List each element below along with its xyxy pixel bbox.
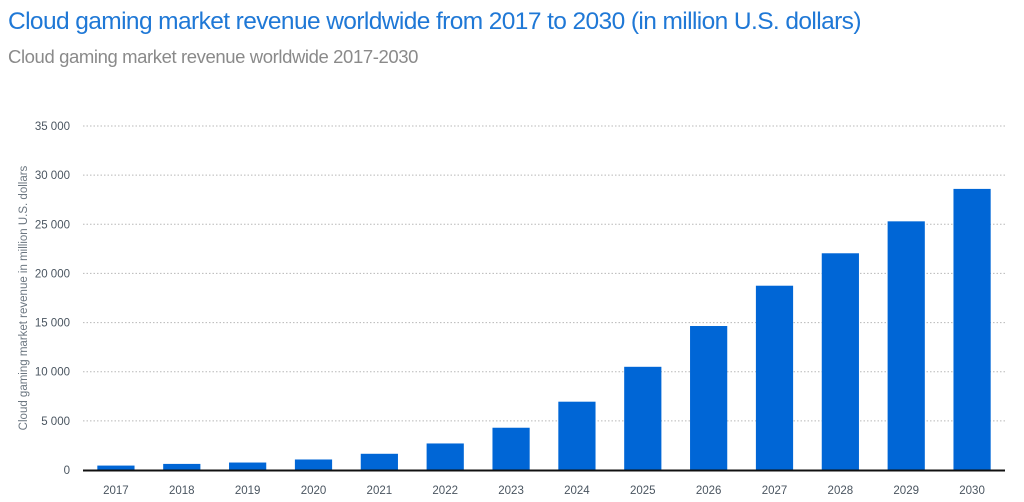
- y-tick-label: 15 000: [35, 318, 70, 330]
- x-tick-label: 2023: [498, 485, 524, 497]
- y-axis-label: Cloud gaming market revenue in million U…: [18, 165, 30, 430]
- bar-2019[interactable]: [229, 462, 267, 470]
- y-tick-label: 20 000: [35, 268, 70, 280]
- x-tick-label: 2028: [828, 485, 854, 497]
- bar-2028[interactable]: [821, 253, 859, 470]
- x-tick-label: 2025: [630, 485, 656, 497]
- bar-2020[interactable]: [294, 459, 333, 470]
- y-axis-ticks: 0 5 000 10 000 15 000 20 000 25 000 30 000 35 0…: [35, 121, 70, 477]
- bars: [97, 188, 991, 470]
- bar-2024[interactable]: [558, 401, 596, 470]
- x-axis-ticks: 2017 2018 2019 2020 2021 2022 2023 2024 2025 2026…: [103, 485, 985, 497]
- x-tick-label: 2020: [301, 485, 327, 497]
- x-tick-label: 2018: [169, 485, 195, 497]
- y-tick-label: 30 000: [35, 170, 70, 182]
- y-tick-label: 25 000: [35, 219, 70, 231]
- chart-title: Cloud gaming market revenue worldwide fr…: [8, 8, 861, 35]
- gridlines: [83, 125, 1005, 422]
- bar-2017[interactable]: [97, 465, 135, 470]
- bar-2030[interactable]: [953, 188, 991, 470]
- bar-2026[interactable]: [690, 326, 728, 470]
- x-tick-label: 2017: [103, 485, 129, 497]
- y-tick-label: 10 000: [35, 367, 70, 379]
- y-tick-label: 5 000: [41, 416, 70, 428]
- bar-2027[interactable]: [755, 285, 794, 470]
- x-tick-label: 2024: [564, 485, 590, 497]
- x-tick-label: 2019: [235, 485, 261, 497]
- x-tick-label: 2029: [893, 485, 919, 497]
- y-tick-label: 35 000: [35, 121, 70, 133]
- chart-subtitle: Cloud gaming market revenue worldwide 20…: [8, 46, 419, 67]
- x-tick-label: 2026: [696, 485, 722, 497]
- bar-2022[interactable]: [426, 443, 464, 470]
- x-tick-label: 2030: [959, 485, 985, 497]
- x-tick-label: 2021: [367, 485, 393, 497]
- bar-2029[interactable]: [887, 221, 925, 470]
- bar-2018[interactable]: [163, 463, 201, 470]
- x-tick-label: 2022: [432, 485, 458, 497]
- y-tick-label: 0: [64, 465, 70, 477]
- bar-2021[interactable]: [360, 453, 398, 470]
- x-tick-label: 2027: [762, 485, 788, 497]
- bar-2025[interactable]: [624, 366, 662, 470]
- bar-2023[interactable]: [492, 427, 530, 470]
